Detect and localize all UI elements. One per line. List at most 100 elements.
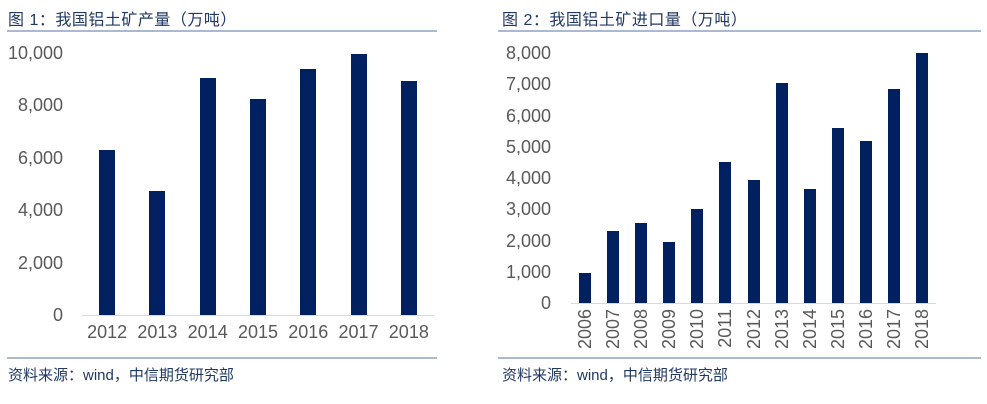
y-axis: 0 1,000 2,000 3,000 4,000 5,000 6,000 7,000 8,00… — [494, 44, 551, 312]
x-tick-label: 2017 — [883, 309, 904, 350]
y-tick-label: 3,000 — [505, 199, 551, 220]
bar-slot — [183, 53, 233, 315]
x-tick-slot: 2011 — [711, 309, 739, 355]
x-tick-slot: 2018 — [384, 323, 434, 345]
x-tick-slot: 2015 — [824, 309, 852, 355]
x-tick-slot: 2012 — [82, 323, 132, 345]
source-divider — [498, 357, 981, 359]
x-tick-label: 2016 — [288, 322, 329, 342]
x-tick-label: 2016 — [855, 309, 876, 350]
x-tick-label: 2013 — [771, 309, 792, 350]
bar-2006 — [579, 273, 592, 303]
y-tick-label: 2,000 — [505, 230, 551, 251]
bar-2012 — [747, 179, 760, 303]
bar-slot — [683, 53, 711, 303]
x-tick-slot: 2017 — [333, 323, 383, 345]
source-divider — [7, 357, 437, 359]
x-tick-label: 2010 — [687, 309, 708, 350]
bar-slot — [627, 53, 655, 303]
bar-2010 — [691, 209, 704, 303]
bar-2015 — [249, 98, 266, 315]
bar-slot — [132, 53, 182, 315]
x-tick-label: 2007 — [603, 309, 624, 350]
x-tick-slot: 2017 — [880, 309, 908, 355]
bar-slot — [655, 53, 683, 303]
bar-2011 — [719, 162, 732, 303]
x-tick-slot: 2018 — [908, 309, 936, 355]
bar-2015 — [831, 128, 844, 303]
bar-slot — [739, 53, 767, 303]
x-tick-label: 2012 — [87, 322, 128, 342]
bar-2016 — [300, 68, 317, 315]
source-note: 资料来源：wind，中信期货研究部 — [8, 367, 234, 384]
y-axis: 0 2,000 4,000 6,000 8,000 10,000 — [0, 44, 63, 324]
chart-title: 图 1：我国铝土矿产量（万吨） — [8, 12, 237, 29]
x-tick-slot: 2013 — [768, 309, 796, 355]
x-tick-label: 2015 — [827, 309, 848, 350]
title-divider — [7, 30, 437, 32]
y-tick-label: 6,000 — [17, 147, 63, 168]
x-tick-slot: 2013 — [132, 323, 182, 345]
y-tick-label: 6,000 — [505, 105, 551, 126]
chart-panel-bauxite-production: 图 1：我国铝土矿产量（万吨） 0 2,000 4,000 6,000 8,000 10,… — [0, 0, 493, 404]
bar-2017 — [887, 88, 900, 303]
x-tick-slot: 2014 — [183, 323, 233, 345]
bar-2009 — [663, 242, 676, 303]
x-tick-label: 2008 — [631, 309, 652, 350]
x-tick-label: 2009 — [659, 309, 680, 350]
x-tick-label: 2011 — [715, 309, 736, 348]
y-tick-label: 8,000 — [17, 95, 63, 116]
y-tick-label: 2,000 — [17, 252, 63, 273]
bar-slot — [82, 53, 132, 315]
bar-2013 — [775, 82, 788, 303]
x-tick-slot: 2010 — [683, 309, 711, 355]
x-tick-label: 2018 — [388, 322, 429, 342]
y-tick-label: 4,000 — [505, 168, 551, 188]
x-tick-label: 2014 — [187, 322, 228, 342]
x-tick-label: 2013 — [137, 322, 178, 342]
bar-slot — [571, 53, 599, 303]
x-axis: 2006 2007 2008 2009 2010 2011 2012 2013 2014 2015… — [571, 309, 936, 355]
x-tick-slot: 2007 — [599, 309, 627, 355]
y-tick-label: 0 — [52, 305, 63, 325]
bar-slot — [796, 53, 824, 303]
bar-slot — [384, 53, 434, 315]
bar-2013 — [149, 190, 166, 315]
x-tick-slot: 2016 — [283, 323, 333, 345]
bar-2017 — [350, 54, 367, 315]
bar-2014 — [199, 77, 216, 315]
x-tick-label: 2006 — [575, 309, 596, 350]
bar-slot — [599, 53, 627, 303]
bar-slot — [908, 53, 936, 303]
bar-2016 — [859, 140, 872, 303]
bar-2014 — [803, 188, 816, 303]
bar-2012 — [99, 149, 116, 315]
bar-2018 — [400, 80, 417, 315]
y-tick-label: 0 — [540, 293, 551, 313]
x-tick-label: 2012 — [743, 309, 764, 350]
bar-2007 — [607, 231, 620, 303]
x-tick-label: 2015 — [237, 322, 278, 342]
x-tick-label: 2017 — [338, 322, 379, 342]
y-tick-label: 10,000 — [7, 43, 63, 63]
x-tick-slot: 2014 — [796, 309, 824, 355]
x-tick-slot: 2015 — [233, 323, 283, 345]
x-axis: 2012 2013 2014 2015 2016 2017 2018 — [82, 323, 434, 345]
x-tick-slot: 2012 — [739, 309, 767, 355]
bar-slot — [283, 53, 333, 315]
x-tick-label: 2014 — [799, 309, 820, 350]
bar-slot — [852, 53, 880, 303]
title-divider — [498, 30, 981, 32]
y-tick-label: 4,000 — [17, 200, 63, 221]
bar-slot — [233, 53, 283, 315]
x-tick-slot: 2016 — [852, 309, 880, 355]
chart-title: 图 2：我国铝土矿进口量（万吨） — [502, 12, 748, 29]
source-note: 资料来源：wind，中信期货研究部 — [502, 367, 728, 384]
bar-2008 — [635, 223, 648, 303]
x-tick-label: 2018 — [911, 309, 932, 350]
y-tick-label: 1,000 — [505, 261, 551, 282]
x-tick-slot: 2008 — [627, 309, 655, 355]
bar-2018 — [915, 53, 928, 303]
bar-slot — [824, 53, 852, 303]
